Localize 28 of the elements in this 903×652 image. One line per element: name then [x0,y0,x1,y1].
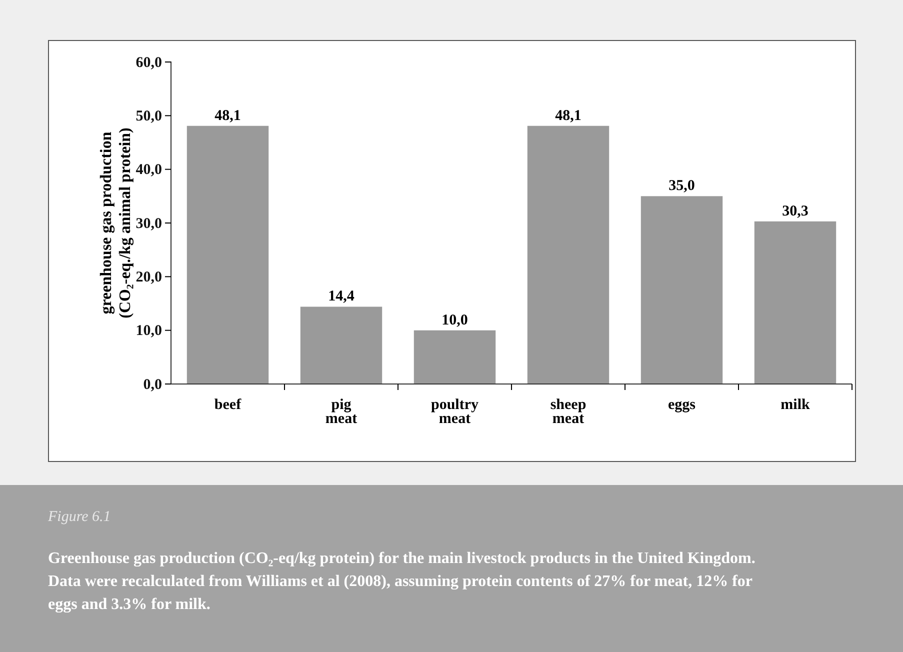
bar [300,306,382,384]
y-axis-title: greenhouse gas production (CO₂-eq./kg animal protein) [98,128,134,318]
data-label: 35,0 [668,178,695,194]
text: Greenhouse gas production (CO₂-eq/kg protein) for the main livestock products in the United Kingdom. Data were recalculated from Williams et al (2008), assuming protein contents of 27% for meat, 12% for eggs and 3.3% for milk. [48,549,756,615]
data-label: 48,1 [214,108,241,124]
x-tick-label: beef [214,397,242,413]
data-label: 30,3 [782,203,808,220]
bar [527,126,610,384]
data-label: 14,4 [328,288,355,305]
x-tick-label: poultry meat [430,397,479,427]
y-tick-label: 0,0 [143,376,162,393]
bar [186,126,269,384]
x-tick-label: eggs [668,397,696,413]
y-tick-label: 60,0 [136,54,162,71]
data-label: 10,0 [442,312,468,328]
y-tick-label: 20,0 [136,269,162,286]
caption: Figure 6.1 [48,509,111,526]
bar [754,221,836,384]
data-label: 48,1 [555,108,582,124]
bar [414,330,496,384]
y-tick-label: 30,0 [136,216,162,232]
bar [640,196,723,384]
y-tick-label: 50,0 [136,108,162,124]
y-tick-label: 10,0 [136,323,162,340]
x-tick-label: milk [780,397,810,413]
x-tick-label: sheep meat [550,397,586,427]
x-tick-label: pig meat [325,397,358,427]
y-tick-label: 40,0 [136,162,162,178]
